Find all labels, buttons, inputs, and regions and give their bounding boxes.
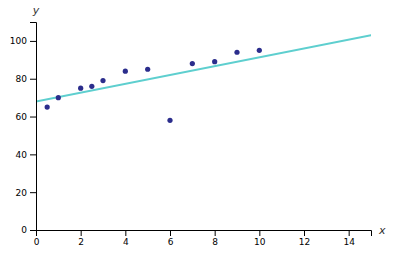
scatter-point <box>234 50 239 55</box>
x-tick: 6 <box>168 230 174 247</box>
tick-mark <box>30 41 36 42</box>
y-tick: 60 <box>16 112 36 122</box>
axis-line <box>30 23 37 231</box>
scatter-point <box>212 59 217 64</box>
tick-label: 40 <box>16 150 28 160</box>
x-tick: 8 <box>212 230 218 247</box>
tick-mark <box>170 230 171 236</box>
x-tick: 2 <box>78 230 84 247</box>
tick-label: 0 <box>34 237 40 247</box>
scatter-point <box>123 69 128 74</box>
tick-label: 100 <box>10 36 27 46</box>
tick-mark <box>215 230 216 236</box>
tick-mark <box>259 230 260 236</box>
tick-label: 8 <box>212 237 218 247</box>
tick-label: 10 <box>254 237 266 247</box>
scatter-point <box>257 48 262 53</box>
tick-label: 80 <box>16 74 28 84</box>
y-tick: 100 <box>10 36 36 46</box>
tick-label: 2 <box>78 237 84 247</box>
scatter-point <box>78 86 83 91</box>
tick-mark <box>30 230 36 231</box>
x-tick: 4 <box>123 230 129 247</box>
tick-mark <box>30 154 36 155</box>
x-tick: 14 <box>343 230 355 247</box>
x-tick: 10 <box>254 230 266 247</box>
tick-label: 14 <box>343 237 355 247</box>
y-axis-label: y <box>32 4 40 17</box>
tick-mark <box>125 230 126 236</box>
x-axis-label: x <box>378 224 386 237</box>
tick-mark <box>304 230 305 236</box>
y-tick: 0 <box>21 225 36 235</box>
scatter-point <box>89 84 94 89</box>
y-tick: 40 <box>16 150 36 160</box>
tick-label: 6 <box>168 237 174 247</box>
plot-area: 0 2 4 6 8 10 12 14 0 20 40 60 80 100 <box>10 23 372 248</box>
tick-mark <box>81 230 82 236</box>
x-axis: 0 2 4 6 8 10 12 14 <box>34 230 372 247</box>
scatter-point <box>100 78 105 83</box>
tick-mark <box>349 230 350 236</box>
y-tick: 20 <box>16 188 36 198</box>
tick-mark <box>30 117 36 118</box>
scatter-point <box>167 118 172 123</box>
x-tick: 0 <box>34 230 40 247</box>
tick-mark <box>30 79 36 80</box>
tick-label: 20 <box>16 188 28 198</box>
tick-label: 12 <box>299 237 310 247</box>
scatter-point <box>56 95 61 100</box>
y-axis: 0 20 40 60 80 100 <box>10 23 37 236</box>
tick-label: 60 <box>16 112 28 122</box>
x-tick: 12 <box>299 230 310 247</box>
scatter-point <box>145 67 150 72</box>
y-tick: 80 <box>16 74 36 84</box>
tick-label: 0 <box>21 225 27 235</box>
axis-line <box>37 231 372 237</box>
chart: 0 2 4 6 8 10 12 14 0 20 40 60 80 100 x y <box>0 0 393 256</box>
regression-line <box>36 35 371 101</box>
scatter-point <box>45 104 50 109</box>
marks <box>36 35 371 123</box>
scatter-point <box>190 61 195 66</box>
tick-mark <box>30 192 36 193</box>
tick-label: 4 <box>123 237 129 247</box>
